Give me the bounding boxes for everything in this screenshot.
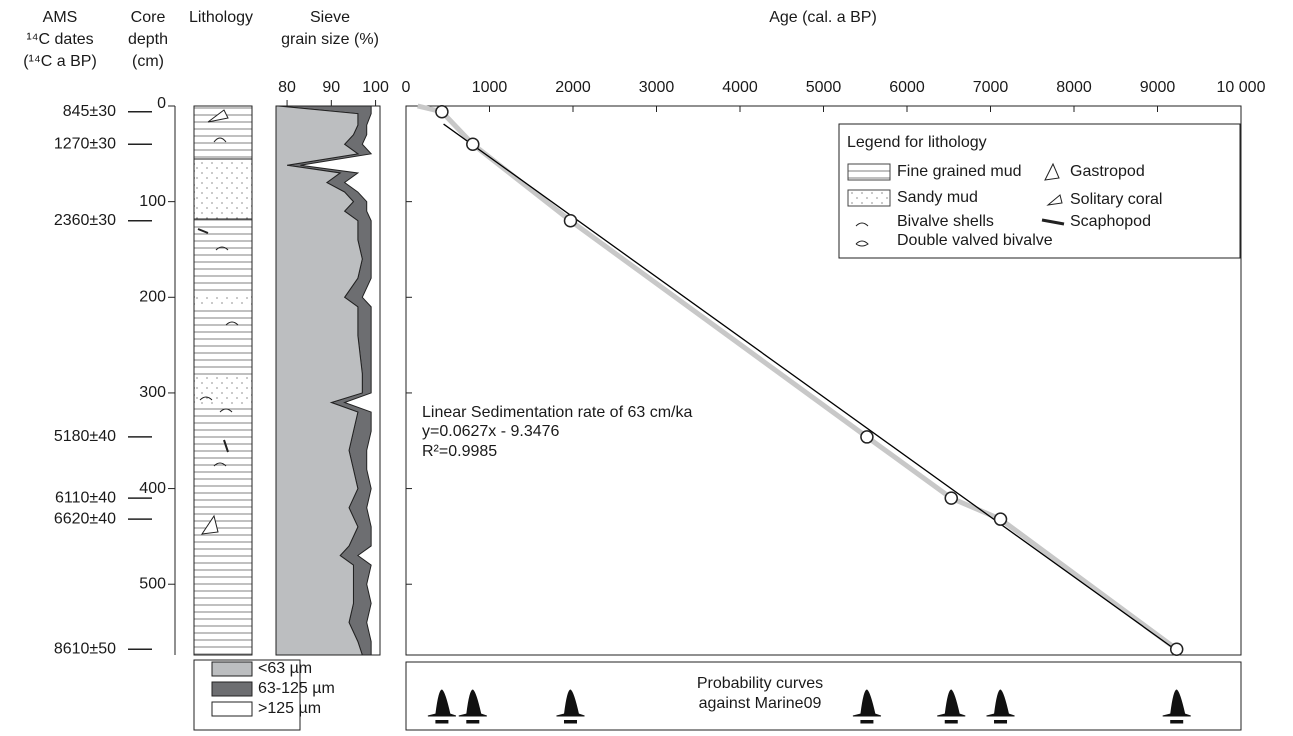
probability-curve — [556, 689, 585, 724]
x-tick-label: 8000 — [1056, 79, 1092, 96]
legend-label: >125 µm — [258, 700, 321, 717]
probability-title: Probability curves — [697, 675, 823, 692]
y-tick-label: 400 — [139, 480, 166, 497]
x-tick-label: 90 — [322, 79, 340, 96]
legend-swatch — [211, 661, 253, 677]
ams-date: 845±30 — [63, 103, 116, 120]
x-tick-label: 6000 — [889, 79, 925, 96]
point — [860, 430, 874, 444]
x-tick-label: 80 — [278, 79, 296, 96]
grain-box — [275, 105, 381, 656]
header: Sieve — [310, 9, 350, 26]
header: AMS — [43, 9, 78, 26]
x-tick-label: 7000 — [973, 79, 1009, 96]
probability-curve — [458, 689, 487, 724]
probability-curve — [1162, 689, 1191, 724]
header: grain size (%) — [281, 31, 379, 48]
legend-item: Gastropod — [1070, 163, 1145, 180]
ams-date: 1270±30 — [54, 135, 116, 152]
annotation: R²=0.9985 — [422, 443, 497, 460]
legend-title: Legend for lithology — [847, 134, 987, 151]
legend-item: Double valved bivalve — [897, 232, 1053, 249]
y-tick-label: 100 — [139, 193, 166, 210]
header: depth — [128, 31, 168, 48]
x-tick-label: 2000 — [555, 79, 591, 96]
probability-title: against Marine09 — [699, 695, 822, 712]
legend-item: Scaphopod — [1070, 213, 1151, 230]
point — [563, 214, 578, 228]
legend-item: Fine grained mud — [897, 163, 1022, 180]
header: (cm) — [132, 53, 164, 70]
age-depth-curve — [417, 103, 1179, 652]
y-tick-label: 200 — [139, 289, 166, 306]
y-tick-label: 500 — [139, 575, 166, 592]
probability-curve — [937, 689, 966, 724]
header: Core — [131, 9, 166, 26]
regression-line — [443, 123, 1178, 652]
annotation: Linear Sedimentation rate of 63 cm/ka — [422, 404, 692, 421]
legend-label: 63-125 µm — [258, 680, 335, 697]
point — [435, 104, 449, 119]
point — [993, 512, 1008, 526]
x-tick-label: 9000 — [1140, 79, 1176, 96]
x-tick-label: 0 — [402, 79, 411, 96]
probability-curve — [852, 689, 882, 724]
ams-date: 8610±50 — [54, 640, 116, 657]
legend-swatch — [211, 701, 253, 717]
x-tick-label: 1000 — [472, 79, 508, 96]
header: ¹⁴C dates — [26, 31, 93, 48]
y-tick-label: 0 — [157, 95, 166, 112]
ams-date: 5180±40 — [54, 428, 116, 445]
header: Lithology — [189, 9, 253, 26]
probability-box — [405, 661, 1242, 731]
x-tick-label: 100 — [362, 79, 389, 96]
legend-item: Solitary coral — [1070, 191, 1162, 208]
ams-date: 6110±40 — [55, 489, 116, 506]
area — [275, 105, 363, 656]
probability-curve — [427, 689, 457, 724]
legend-swatch — [211, 681, 253, 697]
x-tick-label: 3000 — [639, 79, 675, 96]
x-tick-label: 5000 — [806, 79, 842, 96]
x-tick-label: 10 000 — [1217, 79, 1266, 96]
point — [944, 491, 959, 505]
legend-item: Sandy mud — [897, 189, 978, 206]
lithology-column — [193, 105, 253, 669]
probability-curve — [986, 689, 1015, 724]
legend-label: <63 µm — [258, 660, 312, 677]
point — [1169, 642, 1184, 657]
header: Age (cal. a BP) — [769, 9, 877, 26]
legend-item: Bivalve shells — [897, 213, 994, 230]
point — [466, 137, 480, 152]
header: (¹⁴C a BP) — [23, 53, 97, 70]
lithology-legend: Legend for lithology Fine grained mud Sa… — [838, 123, 1241, 259]
x-tick-label: 4000 — [722, 79, 758, 96]
y-tick-label: 300 — [139, 384, 166, 401]
ams-date: 2360±30 — [54, 212, 116, 229]
ams-date: 6620±40 — [54, 510, 116, 527]
annotation: y=0.0627x - 9.3476 — [422, 423, 560, 440]
